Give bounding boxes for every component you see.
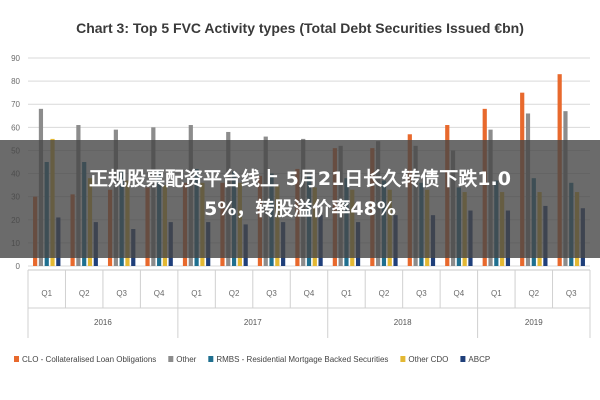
chart-title: Chart 3: Top 5 FVC Activity types (Total… [76,20,524,36]
year-label: 2019 [525,318,543,327]
legend-swatch [460,356,466,362]
year-label: 2017 [244,318,262,327]
x-tick-label: Q3 [116,289,127,298]
x-tick-label: Q3 [266,289,277,298]
year-label: 2016 [94,318,112,327]
overlay-line-1: 正规股票配资平台线上 5月21日长久转债下跌1.0 [89,168,511,190]
y-tick-label: 90 [11,54,20,63]
legend-label: ABCP [468,355,490,364]
x-tick-label: Q1 [41,289,52,298]
x-tick-label: Q2 [379,289,390,298]
x-tick-label: Q4 [154,289,165,298]
x-tick-label: Q3 [416,289,427,298]
overlay-text: 正规股票配资平台线上 5月21日长久转债下跌1.0 5%，转股溢价率48% [0,164,600,224]
legend-label: Other CDO [408,355,448,364]
x-tick-label: Q2 [528,289,539,298]
legend-label: Other [176,355,196,364]
y-tick-label: 70 [11,100,20,109]
x-tick-label: Q4 [454,289,465,298]
overlay-banner [0,140,600,258]
x-tick-label: Q3 [566,289,577,298]
y-tick-label: 0 [16,262,21,271]
overlay-line-2: 5%，转股溢价率48% [204,198,396,220]
x-tick-label: Q1 [341,289,352,298]
x-axis-ticks: Q1 Q2 Q3 Q4 Q1 Q2 Q3 Q4 Q1 Q2 Q3 Q4 Q1 Q2 Q3 2016 2017 20… [27,269,591,338]
legend-swatch [208,356,214,362]
legend: CLO - Collateralised Loan Obligations Oth… [14,355,490,364]
year-label: 2018 [394,318,412,327]
x-tick-label: Q1 [191,289,202,298]
y-tick-label: 80 [11,77,20,86]
y-tick-label: 60 [11,123,20,132]
legend-label: RMBS - Residential Mortgage Backed Secur… [216,355,388,364]
x-tick-label: Q2 [79,289,90,298]
legend-swatch [168,356,174,362]
x-tick-label: Q4 [304,289,315,298]
x-tick-label: Q2 [229,289,240,298]
legend-label: CLO - Collateralised Loan Obligations [22,355,156,364]
legend-swatch [400,356,406,362]
x-tick-label: Q1 [491,289,502,298]
legend-swatch [14,356,19,362]
